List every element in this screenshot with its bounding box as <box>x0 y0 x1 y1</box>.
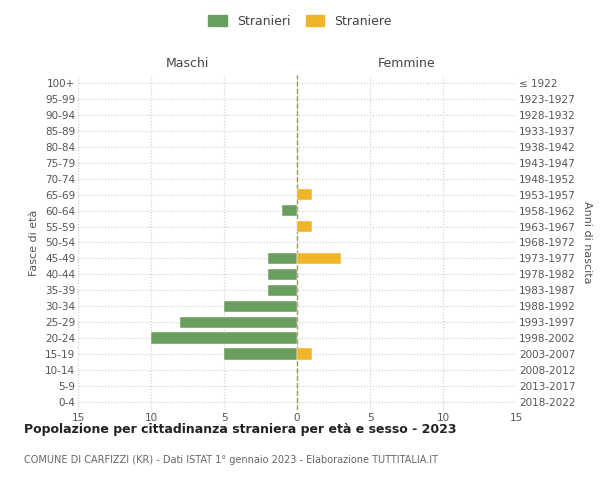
Y-axis label: Fasce di età: Fasce di età <box>29 210 40 276</box>
Text: Femmine: Femmine <box>377 57 436 70</box>
Bar <box>224 300 297 312</box>
Bar <box>268 268 297 280</box>
Bar <box>297 221 311 232</box>
Bar <box>268 252 297 264</box>
Bar <box>224 348 297 360</box>
Bar <box>297 252 341 264</box>
Bar <box>283 205 297 216</box>
Legend: Stranieri, Straniere: Stranieri, Straniere <box>205 11 395 32</box>
Bar <box>180 316 297 328</box>
Bar <box>297 348 311 360</box>
Text: Popolazione per cittadinanza straniera per età e sesso - 2023: Popolazione per cittadinanza straniera p… <box>24 422 457 436</box>
Text: Maschi: Maschi <box>166 57 209 70</box>
Y-axis label: Anni di nascita: Anni di nascita <box>582 201 592 284</box>
Text: COMUNE DI CARFIZZI (KR) - Dati ISTAT 1° gennaio 2023 - Elaborazione TUTTITALIA.I: COMUNE DI CARFIZZI (KR) - Dati ISTAT 1° … <box>24 455 438 465</box>
Bar <box>151 332 297 344</box>
Bar <box>297 189 311 200</box>
Bar <box>268 284 297 296</box>
